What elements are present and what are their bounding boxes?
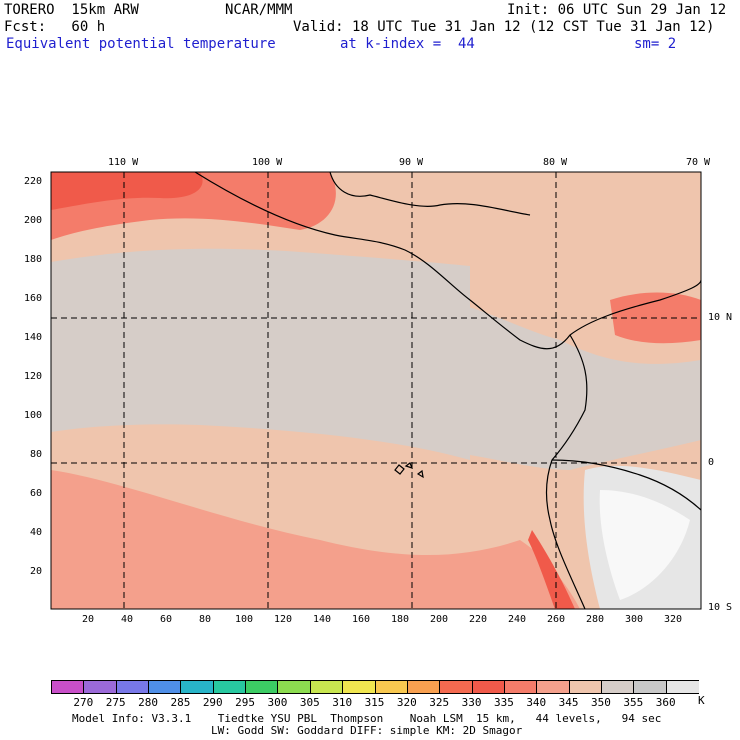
colorbar-swatch [115,680,150,694]
colorbar-swatch [309,680,344,694]
colorbar-label: 360 [655,696,676,709]
colorbar-swatch [212,680,247,694]
colorbar-label: 275 [105,696,126,709]
colorbar-swatch [536,680,570,694]
x-tick: 320 [664,614,683,625]
y-tick: 20 [30,566,43,577]
y-tick: 220 [24,176,43,187]
x-tick: 60 [160,614,173,625]
colorbar-label: 340 [526,696,547,709]
colorbar-swatch [245,680,279,694]
level-label: at k-index = 44 [340,36,475,52]
x-tick: 120 [274,614,293,625]
colorbar-swatch [568,680,602,694]
gray-band-east [430,300,701,470]
graticule [51,172,701,609]
x-tick: 20 [82,614,95,625]
y-tick: 40 [30,527,43,538]
gray-band [51,248,470,460]
y-tick: 80 [30,449,43,460]
andes-core [599,490,690,600]
colorbar-swatch [374,680,408,694]
colorbar-label: 270 [73,696,94,709]
colorbar-swatch [342,680,376,694]
lat-label-0: 0 [708,457,715,468]
colorbar-label: 330 [461,696,482,709]
colorbar-swatch [665,680,699,694]
x-tick: 240 [508,614,527,625]
coastal-band-north [51,172,203,210]
smoothing-label: sm= 2 [634,36,677,52]
field-name: Equivalent potential temperature [6,36,276,52]
y-tick: 120 [24,371,43,382]
southern-band [51,470,580,609]
init-time: Init: 06 UTC Sun 29 Jan 12 [507,2,727,18]
lon-label-90w: 90 W [399,157,424,168]
colorbar-swatch [439,680,473,694]
temperature-field [51,172,701,609]
colorbar-label: 320 [396,696,417,709]
x-tick: 220 [469,614,488,625]
x-tick: 160 [352,614,371,625]
colorbar-swatch [51,680,85,694]
colorbar-label: 345 [558,696,579,709]
colorbar-label: 305 [299,696,320,709]
x-tick: 280 [586,614,605,625]
y-tick: 180 [24,254,43,265]
coastlines [194,171,702,610]
x-tick: 260 [547,614,566,625]
colorbar-label: 295 [235,696,256,709]
lon-label-100w: 100 W [252,157,283,168]
x-tick: 80 [199,614,212,625]
y-tick: 60 [30,488,43,499]
colorbar-label: 355 [623,696,644,709]
x-tick: 180 [391,614,410,625]
y-tick: 200 [24,215,43,226]
colorbar-unit: K [698,694,705,707]
x-tick: 140 [313,614,332,625]
y-tick: 140 [24,332,43,343]
colorbar-label: 285 [170,696,191,709]
colorbar-label: 290 [202,696,223,709]
colorbar-label: 310 [332,696,353,709]
lat-label-10s: 10 S [708,602,733,613]
colorbar-swatch [600,680,635,694]
valid-time: Valid: 18 UTC Tue 31 Jan 12 (12 CST Tue … [293,19,715,35]
x-tick: 40 [121,614,134,625]
colorbar-label: 280 [138,696,158,709]
y-tick: 160 [24,293,43,304]
coastal-band-south [528,530,575,609]
lon-label-70w: 70 W [686,157,711,168]
colorbar-swatch [503,680,538,694]
colorbar-swatch [180,680,214,694]
x-tick: 100 [235,614,254,625]
x-tick: 200 [430,614,449,625]
lon-label-110w: 110 W [108,157,139,168]
colorbar-label: 315 [364,696,385,709]
lon-label-80w: 80 W [543,157,568,168]
lat-label-10n: 10 N [708,312,733,323]
map-frame [50,171,702,610]
forecast-hour: Fcst: 60 h [4,19,106,35]
y-tick: 100 [24,410,43,421]
colorbar-label: 300 [267,696,288,709]
colorbar-swatch [406,680,441,694]
colorbar-label: 350 [591,696,611,709]
x-tick: 300 [625,614,644,625]
model-title: TORERO 15km ARW [4,2,139,18]
physics-info: LW: Godd SW: Goddard DIFF: simple KM: 2D… [211,724,523,737]
colorbar-swatch [83,680,117,694]
model-info: Model Info: V3.3.1 Tiedtke YSU PBL Thomp… [72,712,662,725]
colorbar-swatch [471,680,505,694]
center-label: NCAR/MMM [225,2,293,18]
colorbar-swatch [148,680,182,694]
colorbar-swatch [277,680,311,694]
colorbar-label: 325 [429,696,450,709]
colorbar-swatch [633,680,667,694]
colorbar-label: 335 [493,696,514,709]
